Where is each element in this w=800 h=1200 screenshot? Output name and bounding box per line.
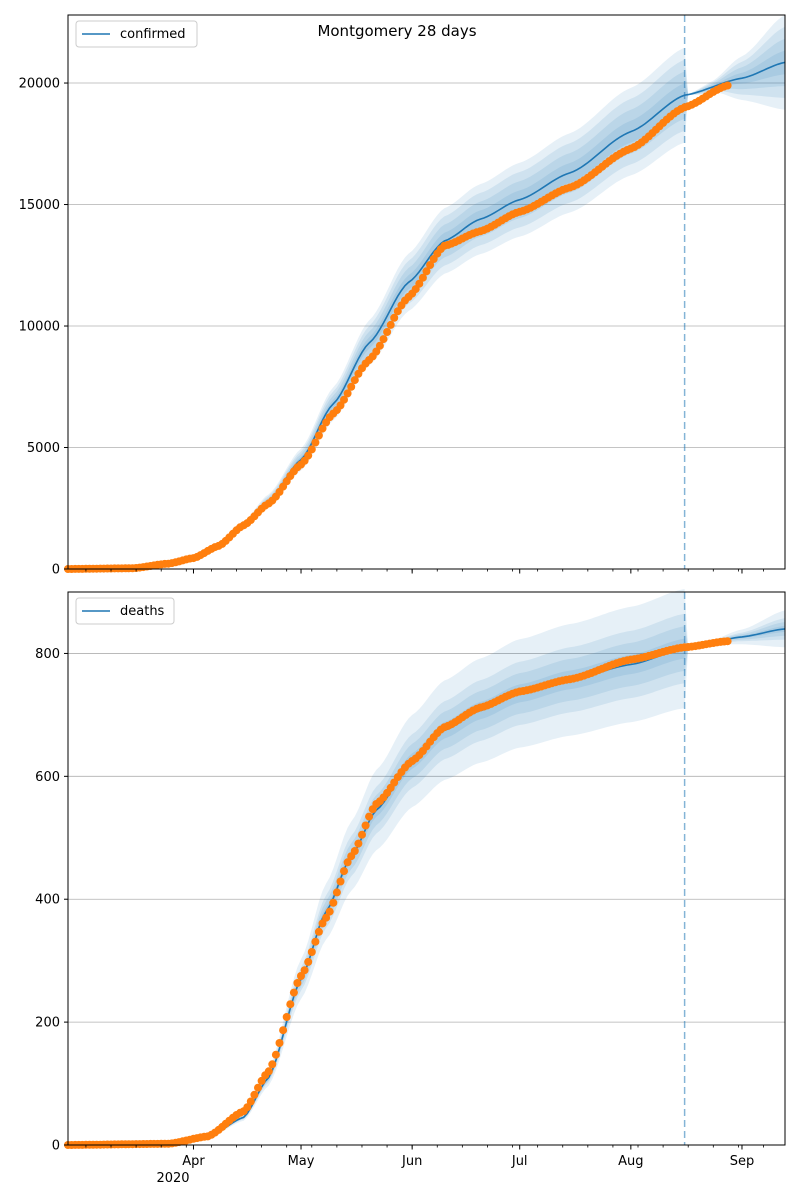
confirmed-observed-point xyxy=(311,438,320,447)
confirmed-observed-point xyxy=(343,389,352,398)
deaths-observed-point xyxy=(340,867,348,876)
deaths-observed-point xyxy=(297,972,305,980)
deaths-observed-point xyxy=(361,821,370,830)
confirmed-observed-point xyxy=(318,424,327,433)
deaths-observed-point xyxy=(365,812,374,821)
confirmed-y-tick-label: 10000 xyxy=(19,320,60,335)
deaths-observed-point xyxy=(279,1026,288,1035)
deaths-observed-point xyxy=(343,858,352,867)
confirmed-axes-frame xyxy=(67,14,786,570)
deaths-axes-frame xyxy=(67,591,786,1146)
deaths-observed-point xyxy=(246,1097,255,1106)
deaths-observed-point xyxy=(300,966,309,975)
deaths-observed-point xyxy=(271,1050,280,1059)
x-tick-label: Apr xyxy=(182,1154,205,1169)
confirmed-observed-point xyxy=(383,328,392,336)
confirmed-observed-point xyxy=(314,431,323,440)
confirmed-y-tick-label: 5000 xyxy=(27,441,60,456)
deaths-observed-point xyxy=(282,1013,291,1021)
deaths-y-tick-label: 0 xyxy=(52,1139,60,1154)
deaths-legend-label: deaths xyxy=(120,604,165,619)
confirmed-observed-point xyxy=(340,395,348,404)
deaths-observed-point xyxy=(286,1000,295,1009)
deaths-y-tick-label: 800 xyxy=(35,647,60,662)
x-tick-label: May xyxy=(288,1154,315,1169)
confirmed-observed-point xyxy=(415,279,424,288)
x-tick-label: Jun xyxy=(401,1154,422,1169)
deaths-observed-point xyxy=(304,957,313,966)
deaths-observed-point xyxy=(358,830,366,839)
deaths-x-ticks: Apr May Jun Jul Aug Sep xyxy=(85,1145,764,1169)
deaths-observed-point xyxy=(322,913,331,922)
confirmed-observed-point xyxy=(418,273,427,282)
confirmed-observed-point xyxy=(375,341,384,350)
deaths-uncertainty-bands xyxy=(68,589,785,1145)
confirmed-x-ticks xyxy=(85,569,764,574)
deaths-observed-point xyxy=(723,637,732,646)
deaths-observed-point xyxy=(268,1060,277,1069)
deaths-observed-point xyxy=(264,1067,273,1076)
deaths-observed-point xyxy=(332,888,341,897)
confirmed-observed-point xyxy=(386,320,395,329)
deaths-y-tick-label: 200 xyxy=(35,1016,60,1031)
deaths-legend-box xyxy=(75,597,175,625)
confirmed-y-tick-label: 0 xyxy=(52,563,60,578)
deaths-observed-point xyxy=(350,847,359,855)
deaths-observed-point xyxy=(314,927,323,936)
confirmed-observed-point xyxy=(723,81,732,90)
confirmed-observed-point xyxy=(372,347,381,356)
deaths-observed-points xyxy=(64,637,732,1149)
deaths-observed-point xyxy=(275,1039,284,1047)
confirmed-legend: confirmed xyxy=(75,20,198,48)
deaths-observed-point xyxy=(250,1090,259,1099)
deaths-observed-point xyxy=(336,877,345,886)
confirmed-band-3 xyxy=(68,38,785,569)
x-tick-label: Aug xyxy=(618,1154,643,1169)
x-tick-label: Sep xyxy=(730,1154,755,1169)
deaths-observed-point xyxy=(329,898,338,907)
confirmed-legend-label: confirmed xyxy=(120,27,186,42)
confirmed-observed-point xyxy=(379,335,388,344)
confirmed-observed-point xyxy=(304,451,313,460)
deaths-y-ticks: 0 200 400 600 800 xyxy=(35,647,68,1154)
deaths-y-tick-label: 600 xyxy=(35,770,60,785)
x-tick-label: Jul xyxy=(511,1154,528,1169)
confirmed-observed-point xyxy=(390,313,399,322)
confirmed-band-1 xyxy=(68,15,785,569)
deaths-observed-point xyxy=(307,948,316,956)
confirmed-y-tick-label: 15000 xyxy=(19,198,60,213)
deaths-band-2 xyxy=(68,613,785,1145)
confirmed-gridlines xyxy=(68,82,785,570)
confirmed-observed-point xyxy=(350,376,359,385)
confirmed-legend-box xyxy=(75,20,198,48)
deaths-observed-point xyxy=(354,839,363,848)
deaths-observed-point xyxy=(311,937,320,946)
deaths-observed-point xyxy=(325,907,334,916)
chart-title: Montgomery 28 days xyxy=(317,22,476,40)
deaths-observed-point xyxy=(289,988,298,997)
confirmed-observed-point xyxy=(422,267,431,276)
confirmed-observed-point xyxy=(393,307,402,316)
deaths-legend: deaths xyxy=(75,597,175,625)
confirmed-observed-point xyxy=(307,445,316,454)
deaths-observed-point xyxy=(293,979,302,987)
confirmed-y-ticks: 0 5000 10000 15000 20000 xyxy=(19,77,68,578)
confirmed-observed-point xyxy=(347,382,356,391)
deaths-observed-point xyxy=(254,1083,262,1092)
deaths-y-tick-label: 400 xyxy=(35,893,60,908)
deaths-observed-point xyxy=(257,1076,266,1085)
deaths-observed-point xyxy=(318,919,327,928)
confirmed-observed-point xyxy=(426,261,435,269)
year-label: 2020 xyxy=(156,1171,189,1186)
confirmed-y-tick-label: 20000 xyxy=(19,77,60,92)
